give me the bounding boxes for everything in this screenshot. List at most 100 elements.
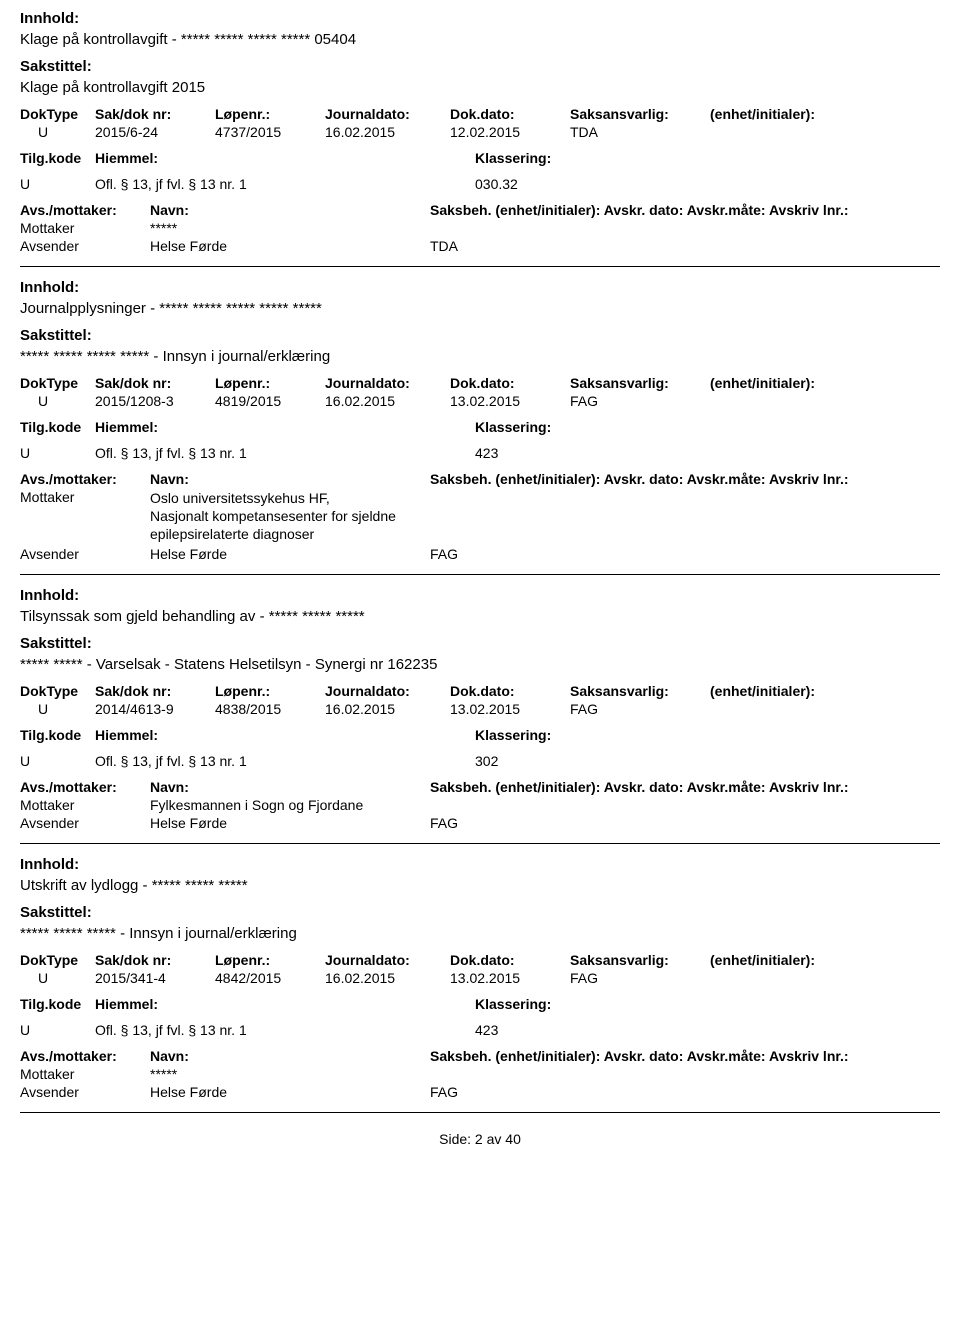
- saksansvarlig-value: TDA: [570, 124, 710, 140]
- mottaker-code: [430, 489, 530, 544]
- dokdato-value: 12.02.2015: [450, 124, 570, 140]
- sakdok-header: Sak/dok nr:: [95, 683, 215, 699]
- lopenr-header: Løpenr.:: [215, 375, 325, 391]
- saksansvarlig-value: FAG: [570, 970, 710, 986]
- doktype-header: DokType: [20, 375, 95, 391]
- avsender-label: Avsender: [20, 1084, 150, 1100]
- sakdok-value: 2015/341-4: [95, 970, 215, 986]
- dokdato-header: Dok.dato:: [450, 952, 570, 968]
- lopenr-value: 4819/2015: [215, 393, 325, 409]
- lopenr-value: 4737/2015: [215, 124, 325, 140]
- tilgkode-header: Tilg.kode: [20, 419, 95, 435]
- mottaker-code: [430, 220, 530, 236]
- sakdok-header: Sak/dok nr:: [95, 952, 215, 968]
- enhet-value: [710, 124, 870, 140]
- mottaker-name: Oslo universitetssykehus HF,Nasjonalt ko…: [150, 489, 430, 544]
- hiemmel-header: Hiemmel:: [95, 996, 475, 1012]
- saksansvarlig-header: Saksansvarlig:: [570, 952, 710, 968]
- enhet-header: (enhet/initialer):: [710, 683, 870, 699]
- navn-header: Navn:: [150, 471, 430, 487]
- saksbeh-header: Saksbeh. (enhet/initialer): Avskr. dato:…: [430, 471, 930, 487]
- hiemmel-value: Ofl. § 13, jf fvl. § 13 nr. 1: [95, 753, 475, 769]
- avsender-name: Helse Førde: [150, 1084, 430, 1100]
- mottaker-code: [430, 797, 530, 813]
- klassering-header: Klassering:: [475, 150, 675, 166]
- innhold-value: Tilsynssak som gjeld behandling av - ***…: [20, 608, 940, 625]
- hiemmel-value: Ofl. § 13, jf fvl. § 13 nr. 1: [95, 1022, 475, 1038]
- hiemmel-header: Hiemmel:: [95, 419, 475, 435]
- innhold-label: Innhold:: [20, 587, 940, 604]
- tilgkode-value: U: [20, 445, 95, 461]
- mottaker-name: Fylkesmannen i Sogn og Fjordane: [150, 797, 430, 813]
- dokdato-header: Dok.dato:: [450, 683, 570, 699]
- klassering-header: Klassering:: [475, 727, 675, 743]
- innhold-value: Journalpplysninger - ***** ***** ***** *…: [20, 300, 940, 317]
- journaldato-value: 16.02.2015: [325, 701, 450, 717]
- sakstittel-label: Sakstittel:: [20, 327, 940, 344]
- tilgkode-value: U: [20, 753, 95, 769]
- dokdato-value: 13.02.2015: [450, 393, 570, 409]
- saksansvarlig-header: Saksansvarlig:: [570, 375, 710, 391]
- saksbeh-header: Saksbeh. (enhet/initialer): Avskr. dato:…: [430, 1048, 930, 1064]
- lopenr-header: Løpenr.:: [215, 683, 325, 699]
- saksansvarlig-value: FAG: [570, 393, 710, 409]
- avsender-code: FAG: [430, 1084, 530, 1100]
- navn-header: Navn:: [150, 202, 430, 218]
- innhold-label: Innhold:: [20, 856, 940, 873]
- saksbeh-header: Saksbeh. (enhet/initialer): Avskr. dato:…: [430, 779, 930, 795]
- tilgkode-header: Tilg.kode: [20, 150, 95, 166]
- avsender-label: Avsender: [20, 238, 150, 254]
- klassering-value: 423: [475, 1022, 675, 1038]
- avsmottaker-header: Avs./mottaker:: [20, 779, 150, 795]
- saksansvarlig-header: Saksansvarlig:: [570, 106, 710, 122]
- tilgkode-value: U: [20, 176, 95, 192]
- avsender-code: FAG: [430, 815, 530, 831]
- navn-header: Navn:: [150, 1048, 430, 1064]
- sakstittel-label: Sakstittel:: [20, 635, 940, 652]
- doktype-header: DokType: [20, 106, 95, 122]
- enhet-value: [710, 970, 870, 986]
- doktype-header: DokType: [20, 952, 95, 968]
- avsender-code: TDA: [430, 238, 530, 254]
- journal-entry: Innhold: Klage på kontrollavgift - *****…: [20, 10, 940, 267]
- avsmottaker-header: Avs./mottaker:: [20, 1048, 150, 1064]
- innhold-value: Utskrift av lydlogg - ***** ***** *****: [20, 877, 940, 894]
- journal-entry: Innhold: Journalpplysninger - ***** ****…: [20, 279, 940, 575]
- avsmottaker-header: Avs./mottaker:: [20, 471, 150, 487]
- innhold-label: Innhold:: [20, 10, 940, 27]
- enhet-value: [710, 701, 870, 717]
- sakdok-value: 2014/4613-9: [95, 701, 215, 717]
- sakstittel-value: ***** ***** ***** - Innsyn i journal/erk…: [20, 925, 940, 942]
- dokdato-value: 13.02.2015: [450, 970, 570, 986]
- saksbeh-header: Saksbeh. (enhet/initialer): Avskr. dato:…: [430, 202, 930, 218]
- journaldato-value: 16.02.2015: [325, 970, 450, 986]
- avsender-name: Helse Førde: [150, 815, 430, 831]
- navn-header: Navn:: [150, 779, 430, 795]
- saksansvarlig-value: FAG: [570, 701, 710, 717]
- hiemmel-value: Ofl. § 13, jf fvl. § 13 nr. 1: [95, 176, 475, 192]
- avsender-name: Helse Førde: [150, 238, 430, 254]
- klassering-header: Klassering:: [475, 996, 675, 1012]
- enhet-value: [710, 393, 870, 409]
- klassering-value: 302: [475, 753, 675, 769]
- hiemmel-header: Hiemmel:: [95, 150, 475, 166]
- mottaker-label: Mottaker: [20, 797, 150, 813]
- avsender-label: Avsender: [20, 815, 150, 831]
- tilgkode-header: Tilg.kode: [20, 727, 95, 743]
- dokdato-value: 13.02.2015: [450, 701, 570, 717]
- tilgkode-value: U: [20, 1022, 95, 1038]
- journaldato-header: Journaldato:: [325, 106, 450, 122]
- journaldato-value: 16.02.2015: [325, 393, 450, 409]
- doktype-value: U: [20, 124, 95, 140]
- journaldato-value: 16.02.2015: [325, 124, 450, 140]
- sakstittel-label: Sakstittel:: [20, 58, 940, 75]
- sakstittel-value: ***** ***** - Varselsak - Statens Helset…: [20, 656, 940, 673]
- lopenr-header: Løpenr.:: [215, 106, 325, 122]
- sakstittel-value: ***** ***** ***** ***** - Innsyn i journ…: [20, 348, 940, 365]
- journal-entry: Innhold: Utskrift av lydlogg - ***** ***…: [20, 856, 940, 1113]
- avsender-name: Helse Førde: [150, 546, 430, 562]
- hiemmel-header: Hiemmel:: [95, 727, 475, 743]
- mottaker-code: [430, 1066, 530, 1082]
- sakstittel-value: Klage på kontrollavgift 2015: [20, 79, 940, 96]
- enhet-header: (enhet/initialer):: [710, 952, 870, 968]
